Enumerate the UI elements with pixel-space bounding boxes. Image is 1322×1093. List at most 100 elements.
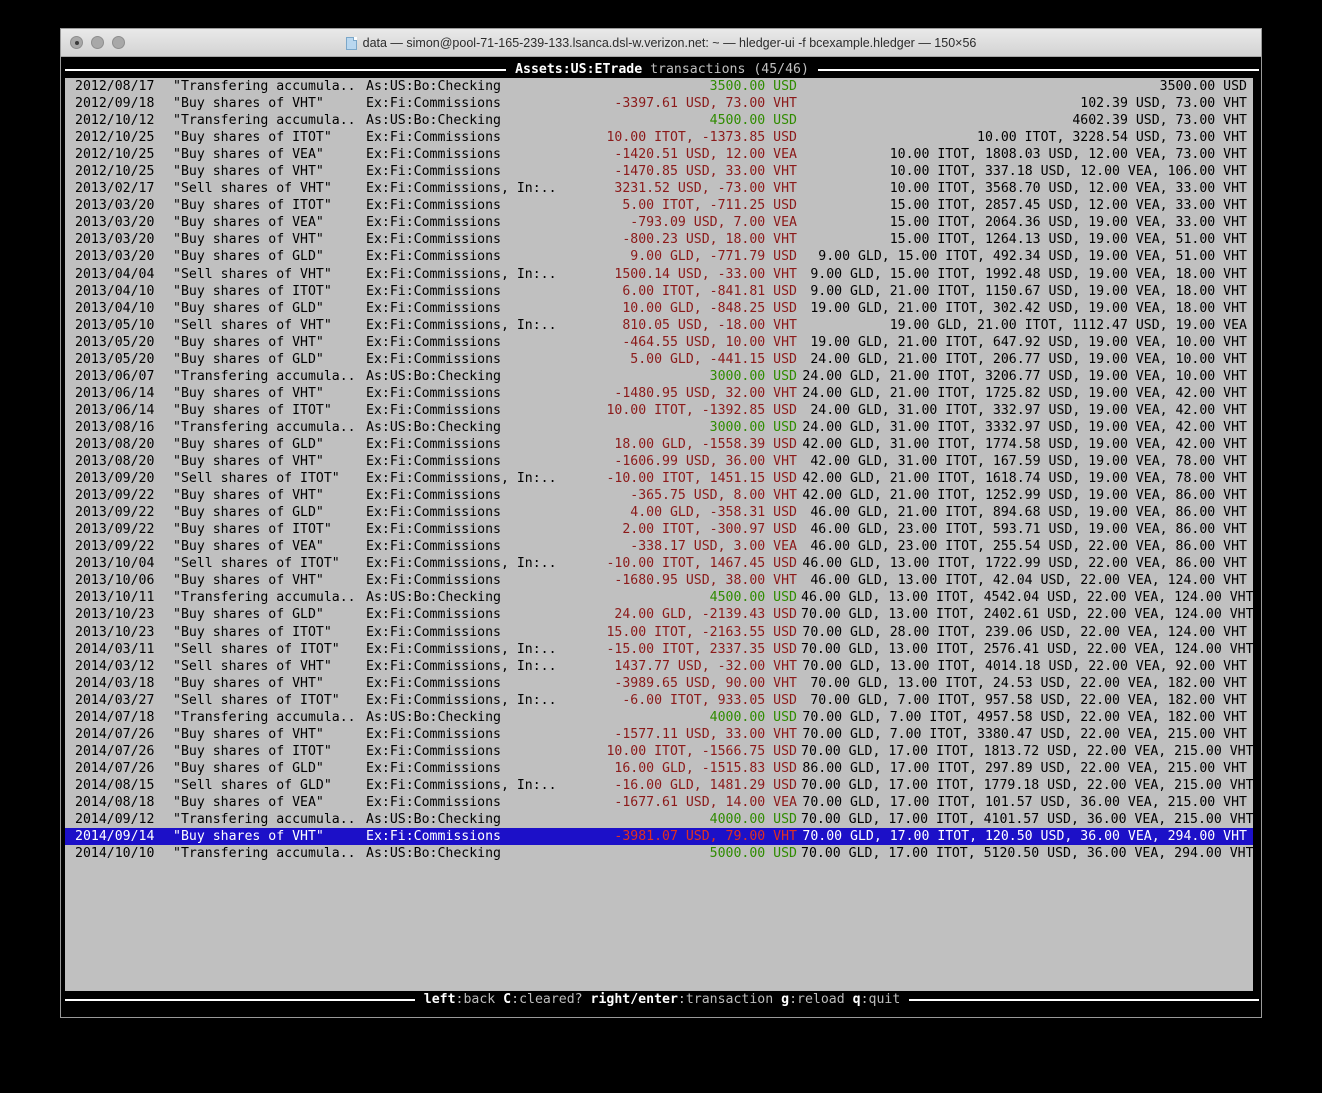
transaction-row[interactable]: 2013/06/07 "Transfering accumula.. As:US:B… (65, 368, 1253, 385)
transaction-row[interactable]: 2013/06/14 "Buy shares of VHT" Ex:Fi:Commi… (65, 385, 1253, 402)
transaction-row[interactable]: 2014/07/26 "Buy shares of ITOT" Ex:Fi:Comm… (65, 743, 1253, 760)
header-rule-left (65, 68, 507, 71)
window-controls (70, 36, 125, 49)
transaction-row[interactable]: 2013/10/11 "Transfering accumula.. As:US:B… (65, 589, 1253, 606)
transaction-balance: 24.00 GLD, 21.00 ITOT, 3206.77 USD, 19.0… (802, 368, 1247, 384)
transaction-row[interactable]: 2013/09/22 "Buy shares of VEA" Ex:Fi:Commi… (65, 538, 1253, 555)
transaction-date: 2014/03/27 (75, 692, 155, 708)
transaction-row[interactable]: 2012/10/25 "Buy shares of VHT" Ex:Fi:Commi… (65, 163, 1253, 180)
transaction-account: As:US:Bo:Checking (366, 846, 501, 862)
header-rule-right (817, 68, 1259, 71)
transaction-balance: 46.00 GLD, 13.00 ITOT, 1722.99 USD, 22.0… (802, 556, 1247, 572)
transaction-amount: -6.00 ITOT, 933.05 USD (622, 692, 797, 708)
transaction-row[interactable]: 2012/10/25 "Buy shares of ITOT" Ex:Fi:Comm… (65, 129, 1253, 146)
transaction-desc: "Transfering accumula.. (173, 709, 356, 725)
transaction-row[interactable]: 2013/02/17 "Sell shares of VHT" Ex:Fi:Comm… (65, 180, 1253, 197)
transaction-row[interactable]: 2014/03/11 "Sell shares of ITOT" Ex:Fi:Com… (65, 641, 1253, 658)
transaction-row[interactable]: 2013/05/20 "Buy shares of VHT" Ex:Fi:Commi… (65, 334, 1253, 351)
transaction-row[interactable]: 2012/10/12 "Transfering accumula.. As:US:B… (65, 112, 1253, 129)
transaction-row[interactable]: 2012/08/17 "Transfering accumula.. As:US:B… (65, 78, 1253, 95)
transaction-row[interactable]: 2013/03/20 "Buy shares of VHT" Ex:Fi:Commi… (65, 231, 1253, 248)
transaction-account: As:US:Bo:Checking (366, 79, 501, 94)
transaction-row[interactable]: 2013/04/04 "Sell shares of VHT" Ex:Fi:Comm… (65, 266, 1253, 283)
transaction-row[interactable]: 2013/03/20 "Buy shares of VEA" Ex:Fi:Commi… (65, 214, 1253, 231)
transaction-balance: 70.00 GLD, 17.00 ITOT, 4101.57 USD, 36.0… (801, 812, 1253, 828)
transaction-row[interactable]: 2014/07/26 "Buy shares of GLD" Ex:Fi:Commi… (65, 760, 1253, 777)
transaction-amount: -1470.85 USD, 33.00 VHT (614, 164, 797, 180)
transaction-amount: -793.09 USD, 7.00 VEA (630, 215, 797, 231)
transaction-row[interactable]: 2013/09/22 "Buy shares of VHT" Ex:Fi:Commi… (65, 487, 1253, 504)
close-button[interactable] (70, 36, 83, 49)
transaction-row[interactable]: 2013/05/10 "Sell shares of VHT" Ex:Fi:Comm… (65, 317, 1253, 334)
transaction-desc: "Buy shares of GLD" (173, 760, 324, 776)
transaction-balance: 70.00 GLD, 7.00 ITOT, 4957.58 USD, 22.00… (802, 709, 1247, 725)
transaction-row[interactable]: 2014/03/18 "Buy shares of VHT" Ex:Fi:Commi… (65, 675, 1253, 692)
transaction-row[interactable]: 2013/08/16 "Transfering accumula.. As:US:B… (65, 419, 1253, 436)
transaction-balance: 70.00 GLD, 17.00 ITOT, 1813.72 USD, 22.0… (801, 743, 1253, 759)
transaction-desc: "Buy shares of VHT" (173, 385, 324, 401)
transaction-row[interactable]: 2014/08/18 "Buy shares of VEA" Ex:Fi:Commi… (65, 794, 1253, 811)
transaction-account: Ex:Fi:Commissions (366, 283, 501, 299)
transaction-amount: 16.00 GLD, -1515.83 USD (614, 760, 797, 776)
transaction-list[interactable]: 2012/08/17 "Transfering accumula.. As:US:B… (65, 78, 1253, 991)
transaction-row[interactable]: 2013/03/20 "Buy shares of GLD" Ex:Fi:Commi… (65, 248, 1253, 265)
transaction-row[interactable]: 2013/04/10 "Buy shares of ITOT" Ex:Fi:Comm… (65, 283, 1253, 300)
zoom-button[interactable] (112, 36, 125, 49)
transaction-row[interactable]: 2013/09/22 "Buy shares of ITOT" Ex:Fi:Comm… (65, 521, 1253, 538)
transaction-account: Ex:Fi:Commissions (366, 726, 501, 742)
transaction-row[interactable]: 2013/04/10 "Buy shares of GLD" Ex:Fi:Commi… (65, 300, 1253, 317)
transaction-balance: 24.00 GLD, 21.00 ITOT, 206.77 USD, 19.00… (810, 351, 1247, 367)
transaction-row[interactable]: 2013/05/20 "Buy shares of GLD" Ex:Fi:Commi… (65, 351, 1253, 368)
transaction-row[interactable]: 2014/03/12 "Sell shares of VHT" Ex:Fi:Comm… (65, 658, 1253, 675)
transaction-row[interactable]: 2013/10/04 "Sell shares of ITOT" Ex:Fi:Com… (65, 555, 1253, 572)
transaction-row[interactable]: 2013/08/20 "Buy shares of GLD" Ex:Fi:Commi… (65, 436, 1253, 453)
transaction-row[interactable]: 2014/09/12 "Transfering accumula.. As:US:B… (65, 811, 1253, 828)
transaction-account: Ex:Fi:Commissions (366, 522, 501, 538)
transaction-date: 2014/03/12 (75, 658, 155, 674)
transaction-row[interactable]: 2014/10/10 "Transfering accumula.. As:US:B… (65, 845, 1253, 862)
transaction-row[interactable]: 2014/09/14 "Buy shares of VHT" Ex:Fi:Commi… (65, 828, 1253, 846)
transaction-desc: "Buy shares of VHT" (173, 232, 324, 248)
transaction-account: Ex:Fi:Commissions, In:.. (366, 317, 557, 333)
transaction-amount: -15.00 ITOT, 2337.35 USD (606, 641, 797, 657)
transaction-balance: 86.00 GLD, 17.00 ITOT, 297.89 USD, 22.00… (802, 760, 1247, 776)
transaction-amount: 4500.00 USD (709, 113, 797, 129)
transaction-row[interactable]: 2013/08/20 "Buy shares of VHT" Ex:Fi:Commi… (65, 453, 1253, 470)
transaction-row[interactable]: 2013/10/23 "Buy shares of ITOT" Ex:Fi:Comm… (65, 624, 1253, 641)
transaction-account: Ex:Fi:Commissions (366, 232, 501, 248)
transaction-row[interactable]: 2013/10/23 "Buy shares of GLD" Ex:Fi:Commi… (65, 606, 1253, 623)
footer-action: :reload (789, 991, 845, 1007)
transaction-amount: 2.00 ITOT, -300.97 USD (622, 522, 797, 538)
transaction-row[interactable]: 2013/03/20 "Buy shares of ITOT" Ex:Fi:Comm… (65, 197, 1253, 214)
transaction-balance: 19.00 GLD, 21.00 ITOT, 647.92 USD, 19.00… (810, 334, 1247, 350)
transaction-date: 2014/07/18 (75, 709, 155, 725)
transaction-account: Ex:Fi:Commissions (366, 198, 501, 214)
transaction-amount: 24.00 GLD, -2139.43 USD (614, 607, 797, 623)
transaction-row[interactable]: 2013/09/20 "Sell shares of ITOT" Ex:Fi:Com… (65, 470, 1253, 487)
transaction-balance: 70.00 GLD, 13.00 ITOT, 2576.41 USD, 22.0… (801, 641, 1253, 657)
transaction-amount: -1420.51 USD, 12.00 VEA (614, 147, 797, 163)
transaction-date: 2013/05/10 (75, 317, 155, 333)
transaction-row[interactable]: 2014/07/26 "Buy shares of VHT" Ex:Fi:Commi… (65, 726, 1253, 743)
footer-key: C (503, 991, 512, 1007)
transaction-row[interactable]: 2013/06/14 "Buy shares of ITOT" Ex:Fi:Comm… (65, 402, 1253, 419)
minimize-button[interactable] (91, 36, 104, 49)
transaction-amount: 4000.00 USD (709, 812, 797, 828)
footer-rule-right (909, 998, 1259, 1001)
transaction-row[interactable]: 2012/10/25 "Buy shares of VEA" Ex:Fi:Commi… (65, 146, 1253, 163)
transaction-row[interactable]: 2014/08/15 "Sell shares of GLD" Ex:Fi:Comm… (65, 777, 1253, 794)
transaction-row[interactable]: 2014/07/18 "Transfering accumula.. As:US:B… (65, 709, 1253, 726)
transaction-row[interactable]: 2013/10/06 "Buy shares of VHT" Ex:Fi:Commi… (65, 572, 1253, 589)
transaction-row[interactable]: 2013/09/22 "Buy shares of GLD" Ex:Fi:Commi… (65, 504, 1253, 521)
window-titlebar[interactable]: data — simon@pool-71-165-239-133.lsanca.… (61, 29, 1261, 57)
transaction-row[interactable]: 2014/03/27 "Sell shares of ITOT" Ex:Fi:Com… (65, 692, 1253, 709)
transaction-account: Ex:Fi:Commissions, In:.. (366, 471, 557, 487)
transaction-row[interactable]: 2012/09/18 "Buy shares of VHT" Ex:Fi:Commi… (65, 95, 1253, 112)
transaction-desc: "Buy shares of ITOT" (173, 522, 332, 538)
transaction-date: 2013/03/20 (75, 215, 155, 231)
transaction-account: As:US:Bo:Checking (366, 590, 501, 606)
transaction-desc: "Transfering accumula.. (173, 846, 356, 862)
transaction-desc: "Buy shares of VHT" (173, 334, 324, 350)
transaction-date: 2013/09/22 (75, 539, 155, 555)
footer-key: q (852, 991, 861, 1007)
